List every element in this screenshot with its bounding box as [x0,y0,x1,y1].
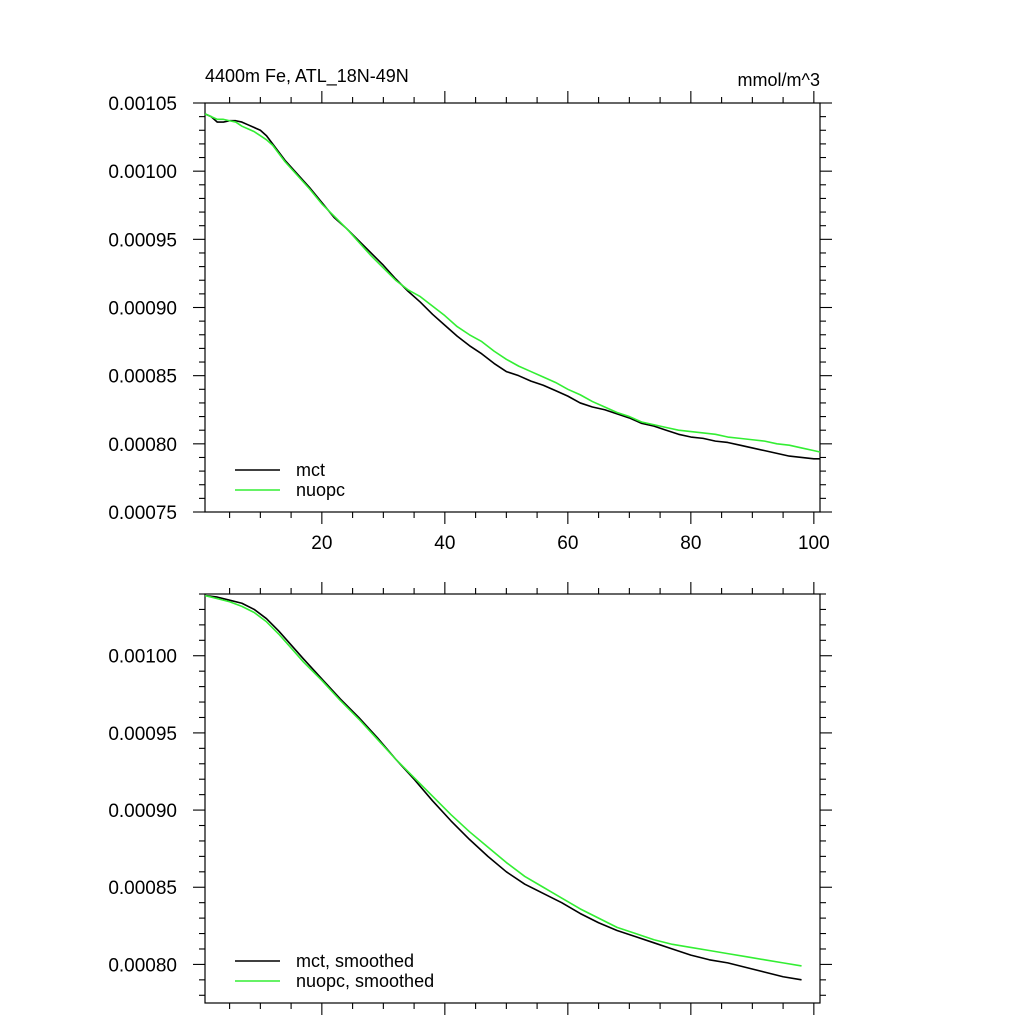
series-line-nuopc-smoothed [204,594,802,967]
top-panel-ticks: 20 40 60 80 100 0.00075 0.00080 0.00085 0.00090 0… [108,91,832,554]
bottom-panel-frame [204,593,821,1004]
series-line-nuopc [204,113,821,453]
y-tick-label: 0.00090 [108,299,177,320]
legend-label: mct, smoothed [296,951,414,971]
y-tick-label: 0.00095 [108,230,177,251]
legend-label: nuopc [296,480,345,500]
y-tick-label: 0.00085 [108,878,177,899]
top-panel: 4400m Fe, ATL_18N-49N mmol/m^3 20 40 60 80 1… [108,66,832,554]
y-tick-label: 0.00095 [108,724,177,745]
x-tick-label: 40 [434,533,455,554]
y-tick-label: 0.00100 [108,162,177,183]
top-panel-series [204,113,821,460]
top-panel-units: mmol/m^3 [738,70,820,90]
y-tick-label: 0.00090 [108,801,177,822]
x-tick-label: 100 [798,533,830,554]
x-tick-label: 60 [557,533,578,554]
y-tick-label: 0.00100 [108,647,177,668]
series-line-mct-smoothed [204,594,802,981]
x-tick-label: 20 [311,533,332,554]
legend-label: nuopc, smoothed [296,971,434,991]
bottom-panel-ticks: 0.00080 0.00085 0.00090 0.00095 0.00100 [108,582,832,1015]
y-tick-label: 0.00075 [108,503,177,524]
series-line-mct [204,113,820,460]
bottom-panel-series [204,594,802,981]
y-tick-label: 0.00080 [108,955,177,976]
legend-label: mct [296,460,325,480]
y-tick-label: 0.00105 [108,94,177,115]
y-tick-label: 0.00085 [108,367,177,388]
y-tick-label: 0.00080 [108,435,177,456]
x-tick-label: 80 [680,533,701,554]
top-panel-title: 4400m Fe, ATL_18N-49N [205,66,409,87]
top-panel-frame [204,102,821,513]
bottom-panel: 0.00080 0.00085 0.00090 0.00095 0.00100 mct,… [108,582,832,1015]
